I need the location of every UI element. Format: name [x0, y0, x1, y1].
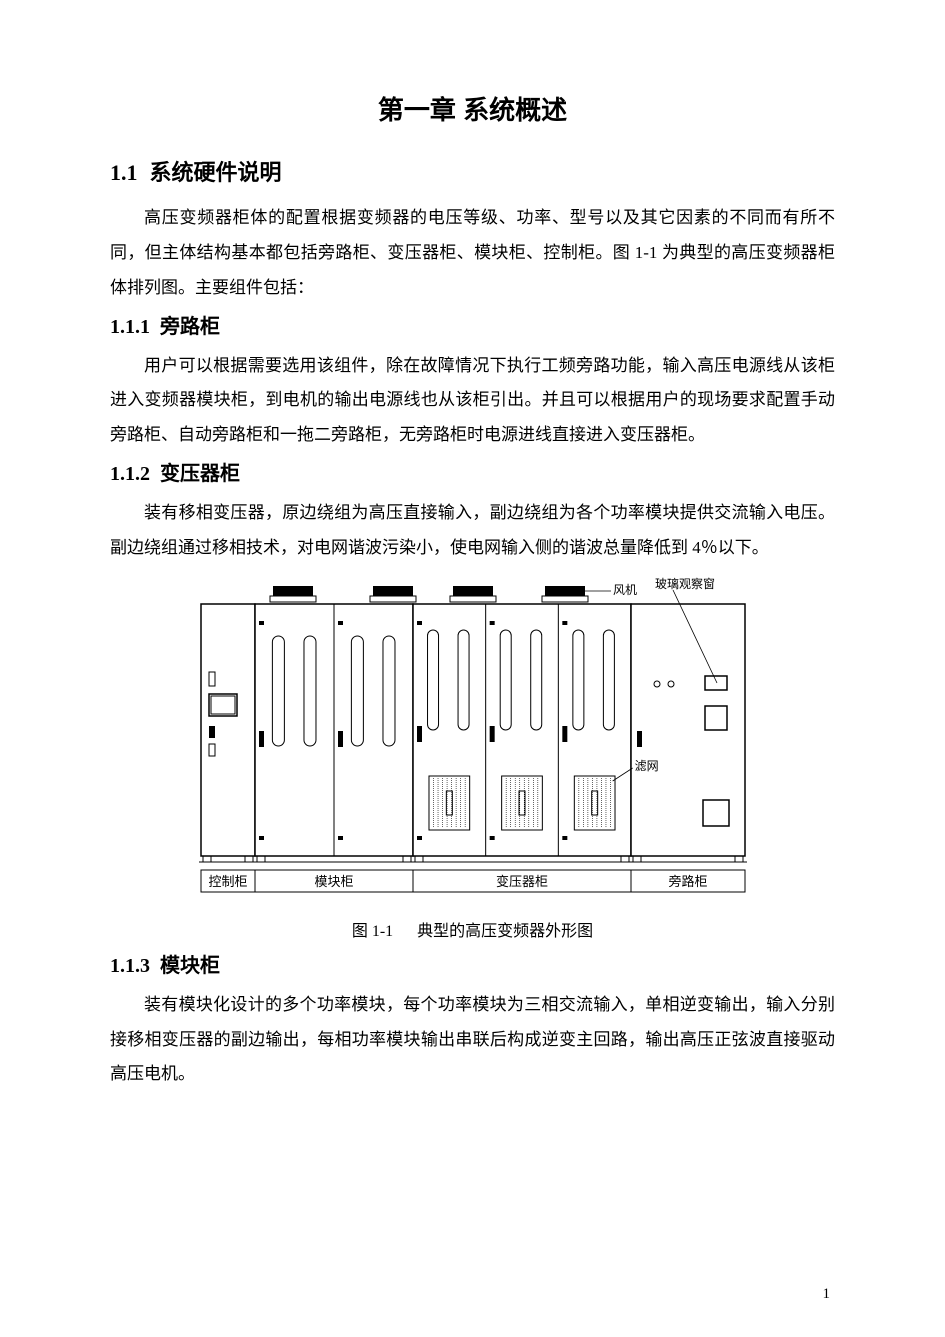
heading-1-1: 1.1 系统硬件说明: [110, 155, 835, 187]
chapter-title: 第一章 系统概述: [110, 90, 835, 127]
heading-1-1-2-text: 变压器柜: [160, 463, 240, 485]
heading-1-1-3-num: 1.1.3: [110, 955, 150, 977]
svg-text:控制柜: 控制柜: [208, 874, 247, 889]
heading-1-1-3: 1.1.3 模块柜: [110, 949, 835, 978]
svg-text:玻璃观察窗: 玻璃观察窗: [655, 577, 715, 591]
para-1-1-3: 装有模块化设计的多个功率模块，每个功率模块为三相交流输入，单相逆变输出，输入分别…: [110, 988, 835, 1093]
heading-1-1-2: 1.1.2 变压器柜: [110, 457, 835, 486]
para-intro: 高压变频器柜体的配置根据变频器的电压等级、功率、型号以及其它因素的不同而有所不同…: [110, 201, 835, 306]
heading-1-1-3-text: 模块柜: [160, 955, 220, 977]
heading-1-1-num: 1.1: [110, 160, 138, 185]
figure-caption-num: 图 1-1: [352, 923, 393, 940]
page-number: 1: [823, 1286, 831, 1303]
heading-1-1-2-num: 1.1.2: [110, 463, 150, 485]
svg-text:滤网: 滤网: [634, 759, 658, 773]
para-1-1-2: 装有移相变压器，原边绕组为高压直接输入，副边绕组为各个功率模块提供交流输入电压。…: [110, 496, 835, 566]
svg-text:旁路柜: 旁路柜: [668, 874, 707, 889]
heading-1-1-1-text: 旁路柜: [160, 316, 220, 338]
para-1-1-1: 用户可以根据需要选用该组件，除在故障情况下执行工频旁路功能，输入高压电源线从该柜…: [110, 349, 835, 454]
svg-text:模块柜: 模块柜: [314, 874, 353, 889]
svg-text:风机: 风机: [613, 583, 637, 597]
heading-1-1-text: 系统硬件说明: [150, 160, 282, 185]
heading-1-1-1: 1.1.1 旁路柜: [110, 310, 835, 339]
figure-caption-text: 典型的高压变频器外形图: [417, 923, 593, 940]
svg-text:变压器柜: 变压器柜: [495, 874, 547, 889]
figure-1-1: 控制柜 模块柜 变压器柜 旁路柜 风机 玻璃观察窗滤网: [193, 576, 753, 911]
figure-1-1-caption: 图 1-1 典型的高压变频器外形图: [110, 917, 835, 941]
heading-1-1-1-num: 1.1.1: [110, 316, 150, 338]
cabinet-diagram: 控制柜 模块柜 变压器柜 旁路柜 风机 玻璃观察窗滤网: [193, 576, 753, 906]
